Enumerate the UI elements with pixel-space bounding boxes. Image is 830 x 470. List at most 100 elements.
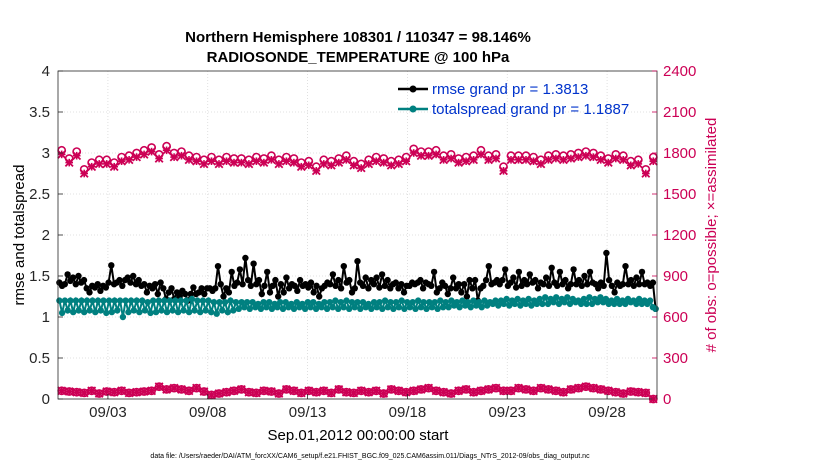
data-point-0 [64,271,71,278]
data-point-1 [202,307,209,314]
data-point-0 [507,279,514,286]
obs-assimilated-marker [379,158,389,168]
right-tick-label: 900 [663,268,688,285]
data-point-1 [580,295,588,303]
data-point-1 [205,297,212,304]
obs-assimilated-marker [484,384,493,394]
obs-assimilated-marker [72,387,82,397]
footnote: data file: /Users/raeder/DAI/ATM_forcXX/… [150,453,590,460]
obs-assimilated-marker [603,386,613,396]
data-point-1 [213,310,220,317]
data-point-1 [406,304,414,311]
data-point-1 [613,295,621,303]
obs-assimilated-marker [251,156,261,166]
data-point-1 [152,308,160,316]
data-point-1 [453,299,461,306]
obs-assimilated-marker [371,386,381,396]
data-point-1 [384,304,392,311]
data-point-1 [635,295,643,303]
legend-marker-totalspread [409,105,417,113]
obs-assimilated-marker [439,155,449,165]
obs-assimilated-marker [558,155,568,165]
data-point-1 [312,305,320,312]
obs-assimilated-marker [274,159,284,169]
data-point-0 [157,279,164,286]
obs-assimilated-marker [94,389,104,398]
left-tick-label: 1.5 [29,268,50,285]
data-point-0 [168,285,175,292]
data-point-1 [290,305,298,312]
obs-assimilated-marker [469,387,479,397]
data-point-1 [428,304,436,311]
data-point-1 [448,297,455,304]
obs-assimilated-marker [409,148,419,158]
data-point-1 [392,299,400,306]
data-point-0 [187,290,194,298]
data-point-0 [130,272,137,280]
data-point-0 [384,276,391,284]
data-point-1 [216,299,223,306]
data-point-0 [523,281,531,288]
left-tick-label: 0 [42,391,50,408]
data-point-0 [247,282,254,289]
data-point-1 [249,299,256,306]
obs-assimilated-marker [207,390,216,400]
data-point-0 [141,281,148,288]
data-point-1 [64,307,71,314]
data-point-0 [419,285,427,292]
obs-assimilated-marker [79,388,89,398]
obs-assimilated-marker [102,387,112,396]
obs-assimilated-marker [147,147,157,157]
data-point-1 [464,299,472,306]
data-point-1 [500,300,507,308]
obs-assimilated-marker [199,159,209,169]
data-point-1 [633,300,640,308]
data-point-0 [608,282,616,289]
data-point-1 [467,304,474,311]
obs-assimilated-marker [484,155,493,165]
data-point-0 [337,285,345,292]
data-point-1 [177,297,184,304]
obs-assimilated-marker [506,155,516,165]
data-point-0 [362,274,369,281]
data-point-0 [444,290,451,298]
obs-assimilated-marker [109,162,119,172]
data-point-0 [436,285,443,292]
data-point-0 [611,289,618,296]
obs-assimilated-marker [274,389,284,398]
data-point-0 [94,281,101,288]
obs-assimilated-marker [469,155,479,165]
data-point-0 [72,281,80,288]
data-point-0 [461,281,468,288]
data-point-0 [575,276,583,284]
obs-assimilated-marker [588,152,598,162]
data-point-0 [261,282,268,289]
data-point-0 [105,279,112,286]
chart-title-line2: RADIOSONDE_TEMPERATURE @ 100 hPa [207,49,510,66]
obs-assimilated-marker [633,159,643,169]
data-point-1 [583,300,590,308]
data-point-0 [365,285,372,292]
obs-assimilated-marker [446,154,456,163]
data-point-0 [398,281,405,288]
obs-assimilated-marker [341,155,351,165]
data-point-1 [125,308,132,316]
data-point-1 [511,300,518,308]
data-point-1 [475,299,483,306]
data-point-0 [630,282,637,289]
data-point-1 [304,299,311,306]
obs-assimilated-marker [551,386,561,396]
data-point-1 [169,307,176,314]
data-point-0 [548,264,555,271]
obs-assimilated-marker [566,154,576,163]
obs-assimilated-marker [514,155,523,165]
left-tick-label: 2.5 [29,186,50,203]
obs-assimilated-marker [192,156,201,166]
data-point-0 [619,281,626,288]
obs-assimilated-marker [379,389,389,398]
data-point-1 [210,299,218,306]
obs-assimilated-marker [499,386,508,396]
data-point-1 [348,299,356,306]
data-point-1 [478,304,485,311]
data-point-1 [219,307,226,314]
